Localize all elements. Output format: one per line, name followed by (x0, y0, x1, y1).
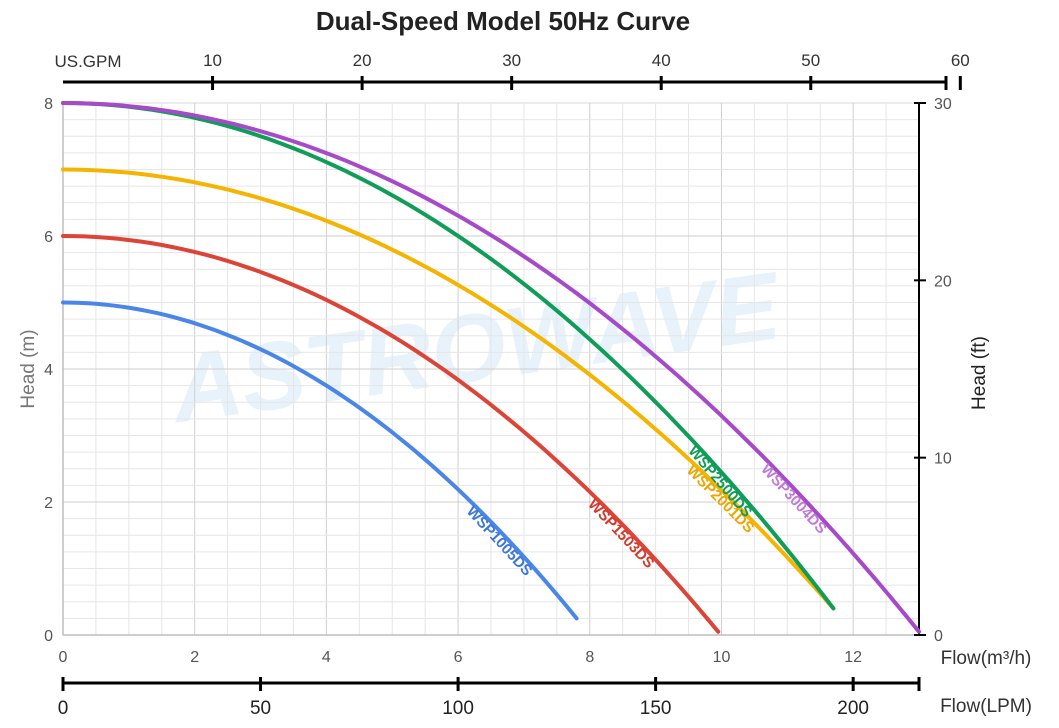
y-tick-label: 6 (44, 229, 53, 246)
gpm-tick-label: 50 (801, 51, 820, 70)
lpm-tick-label: 0 (58, 698, 69, 719)
lpm-axis-label: Flow(LPM) (940, 696, 1032, 717)
y2-tick-label: 0 (934, 628, 943, 645)
x-axis-label: Flow(m³/h) (941, 648, 1032, 669)
x-tick-label: 4 (322, 649, 331, 666)
y2-tick-label: 30 (934, 96, 952, 113)
curve-line-wsp1005ds (61, 300, 579, 621)
x-tick-label: 0 (59, 649, 68, 666)
lpm-tick-label: 150 (640, 698, 672, 719)
gpm-tick-label: 40 (652, 51, 671, 70)
gpm-axis-label: US.GPM (54, 52, 121, 71)
curve-line-wsp2500ds (61, 101, 836, 611)
grid (62, 102, 920, 636)
curve-line-wsp3004ds (61, 101, 921, 634)
lpm-tick-label: 100 (442, 698, 474, 719)
lpm-tick-label: 200 (837, 698, 869, 719)
curve-line-wsp2001ds (61, 167, 836, 611)
y-axis-label: Head (m) (18, 329, 39, 408)
y2-tick-label: 20 (934, 273, 952, 290)
curves (61, 101, 921, 634)
y-tick-label: 8 (44, 96, 53, 113)
x-tick-label: 12 (844, 649, 862, 666)
gpm-tick-label: 10 (203, 51, 222, 70)
axes: 0 2 4 6 8 10 12 0 2 4 6 8 0 10 20 30 10 20 30 40 50 60 0 50 100 1… (44, 51, 970, 719)
gpm-tick-label: 30 (502, 51, 521, 70)
y2-axis-label: Head (ft) (969, 336, 990, 410)
y-tick-label: 0 (44, 628, 53, 645)
curve-line-wsp1503ds (61, 234, 721, 634)
x-tick-label: 8 (585, 649, 594, 666)
y-tick-label: 4 (44, 362, 53, 379)
gpm-tick-label: 20 (353, 51, 372, 70)
x-tick-label: 10 (713, 649, 731, 666)
y2-tick-label: 10 (934, 451, 952, 468)
y-tick-label: 2 (44, 495, 53, 512)
curve-label-wsp1503ds: WSP1503DS (584, 496, 657, 572)
x-tick-label: 2 (190, 649, 199, 666)
chart-title: Dual-Speed Model 50Hz Curve (316, 6, 690, 36)
gpm-tick-label: 60 (951, 51, 970, 70)
x-tick-label: 6 (454, 649, 463, 666)
lpm-tick-label: 50 (250, 698, 271, 719)
